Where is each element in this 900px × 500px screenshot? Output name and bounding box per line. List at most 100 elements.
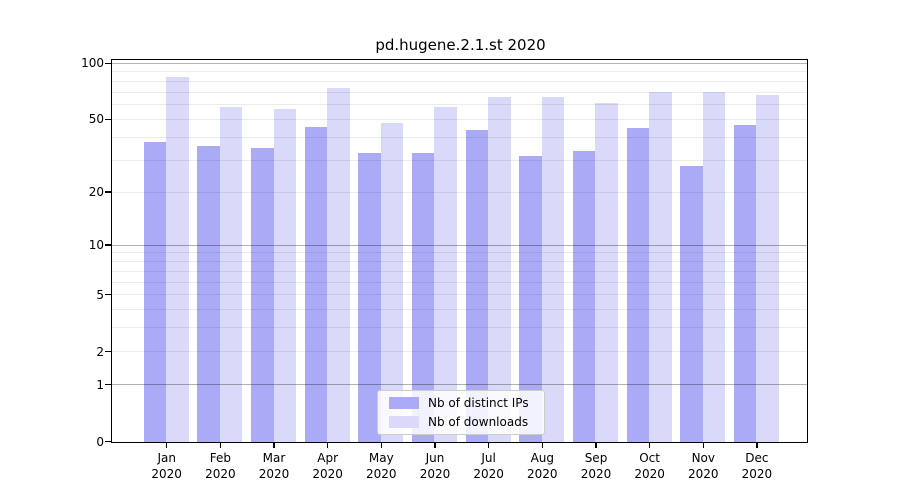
x-label-year: 2020 bbox=[258, 467, 290, 481]
x-label-year: 2020 bbox=[473, 467, 504, 481]
x-label-month: Aug bbox=[530, 451, 555, 465]
x-tick-feb bbox=[219, 443, 222, 448]
bar-nb-of-distinct-ips-apr bbox=[304, 126, 328, 442]
x-label-month: May bbox=[368, 451, 394, 465]
x-label-year: 2020 bbox=[527, 467, 558, 481]
y-tick-50 bbox=[105, 118, 111, 120]
x-label-month: Mar bbox=[262, 451, 286, 465]
bar-nb-of-distinct-ips-sep bbox=[572, 150, 596, 442]
x-label-year: 2020 bbox=[419, 467, 451, 481]
x-tick-label-apr: Apr 2020 bbox=[293, 450, 363, 482]
bar-nb-of-distinct-ips-jul bbox=[465, 130, 489, 442]
x-tick-label-jan: Jan 2020 bbox=[132, 450, 202, 482]
x-tick-label-dec: Dec 2020 bbox=[722, 450, 792, 482]
bar-nb-of-distinct-ips-nov bbox=[680, 166, 703, 442]
x-label-year: 2020 bbox=[312, 467, 343, 481]
bar-nb-of-distinct-ips-jun bbox=[411, 153, 435, 442]
y-tick-2 bbox=[105, 350, 111, 353]
bar-nb-of-downloads-mar bbox=[273, 109, 296, 442]
legend-swatch-nb-of-distinct-ips bbox=[389, 397, 419, 409]
gridline-major-100 bbox=[112, 62, 807, 64]
x-label-year: 2020 bbox=[205, 467, 236, 481]
x-label-month: Jan bbox=[157, 451, 176, 465]
x-label-month: Dec bbox=[745, 451, 769, 465]
x-tick-label-aug: Aug 2020 bbox=[507, 450, 577, 482]
x-tick-aug bbox=[541, 443, 543, 448]
x-label-month: Nov bbox=[691, 451, 715, 465]
y-tick-label-10: 10 bbox=[88, 238, 104, 252]
y-tick-100 bbox=[105, 62, 111, 64]
y-tick-label-2: 2 bbox=[96, 344, 104, 359]
legend: Nb of distinct IPs Nb of downloads bbox=[377, 390, 545, 435]
bar-nb-of-distinct-ips-feb bbox=[197, 146, 220, 442]
bar-nb-of-downloads-may bbox=[380, 123, 404, 442]
x-tick-jan bbox=[165, 443, 168, 448]
y-tick-label-100: 100 bbox=[81, 56, 104, 71]
x-tick-label-sep: Sep 2020 bbox=[561, 450, 631, 482]
x-tick-label-jul: Jul 2020 bbox=[454, 450, 524, 482]
x-tick-label-mar: Mar 2020 bbox=[239, 450, 309, 482]
x-label-month: Sep bbox=[584, 451, 608, 465]
x-tick-jun bbox=[434, 443, 436, 448]
y-tick-label-1: 1 bbox=[96, 377, 104, 392]
x-label-year: 2020 bbox=[741, 467, 773, 481]
bar-nb-of-distinct-ips-aug bbox=[519, 155, 542, 442]
x-label-year: 2020 bbox=[688, 467, 719, 481]
x-tick-label-nov: Nov 2020 bbox=[668, 450, 738, 482]
y-tick-20 bbox=[105, 191, 111, 193]
legend-label-nb-of-distinct-ips: Nb of distinct IPs bbox=[428, 396, 529, 410]
x-label-year: 2020 bbox=[366, 467, 397, 481]
x-label-month: Oct bbox=[639, 451, 660, 465]
x-label-year: 2020 bbox=[580, 467, 612, 481]
x-tick-dec bbox=[756, 443, 758, 448]
bar-nb-of-distinct-ips-oct bbox=[626, 128, 650, 442]
bar-nb-of-distinct-ips-jan bbox=[143, 141, 167, 442]
bar-nb-of-downloads-aug bbox=[541, 97, 565, 442]
gridline-minor-80 bbox=[112, 80, 807, 82]
x-tick-apr bbox=[326, 443, 329, 448]
x-label-month: Jun bbox=[425, 451, 445, 465]
y-tick-10 bbox=[105, 244, 111, 246]
bar-nb-of-downloads-jun bbox=[434, 106, 457, 442]
x-tick-jul bbox=[487, 443, 490, 448]
legend-item-nb-of-downloads: Nb of downloads bbox=[386, 415, 536, 429]
x-tick-sep bbox=[595, 443, 597, 448]
bar-nb-of-downloads-sep bbox=[595, 102, 618, 442]
x-tick-oct bbox=[648, 443, 651, 448]
y-tick-label-50: 50 bbox=[88, 112, 104, 127]
x-label-month: Jul bbox=[481, 451, 496, 465]
bar-nb-of-distinct-ips-dec bbox=[733, 124, 757, 442]
legend-label-nb-of-downloads: Nb of downloads bbox=[428, 415, 529, 429]
y-tick-label-5: 5 bbox=[96, 287, 104, 302]
bar-nb-of-distinct-ips-mar bbox=[251, 148, 274, 442]
y-tick-5 bbox=[105, 293, 111, 296]
x-label-year: 2020 bbox=[151, 467, 182, 481]
x-tick-label-oct: Oct 2020 bbox=[615, 450, 685, 482]
chart-title: pd.hugene.2.1.st 2020 bbox=[375, 36, 546, 54]
gridline-minor-90 bbox=[112, 71, 807, 73]
bar-nb-of-downloads-jan bbox=[166, 77, 189, 442]
bar-nb-of-downloads-dec bbox=[756, 95, 779, 442]
legend-swatch-nb-of-downloads bbox=[389, 416, 419, 428]
bar-nb-of-downloads-oct bbox=[649, 91, 672, 442]
x-label-month: Apr bbox=[317, 451, 339, 465]
x-label-year: 2020 bbox=[634, 467, 665, 481]
y-tick-label-0: 0 bbox=[96, 434, 104, 449]
bar-nb-of-downloads-jul bbox=[488, 97, 511, 442]
x-label-month: Feb bbox=[209, 451, 232, 465]
legend-item-nb-of-distinct-ips: Nb of distinct IPs bbox=[386, 396, 536, 410]
y-tick-1 bbox=[105, 383, 111, 386]
bar-nb-of-distinct-ips-may bbox=[358, 153, 381, 442]
y-tick-label-20: 20 bbox=[88, 185, 104, 199]
x-tick-label-jun: Jun 2020 bbox=[400, 450, 470, 482]
x-tick-may bbox=[380, 443, 383, 448]
x-tick-mar bbox=[273, 443, 275, 448]
y-tick-0 bbox=[105, 440, 111, 443]
x-tick-label-may: May 2020 bbox=[346, 450, 416, 482]
bar-nb-of-downloads-apr bbox=[327, 88, 350, 442]
x-tick-label-feb: Feb 2020 bbox=[185, 450, 255, 482]
plot-area bbox=[111, 59, 808, 443]
bar-nb-of-downloads-nov bbox=[702, 91, 726, 442]
bar-nb-of-downloads-feb bbox=[219, 106, 243, 442]
